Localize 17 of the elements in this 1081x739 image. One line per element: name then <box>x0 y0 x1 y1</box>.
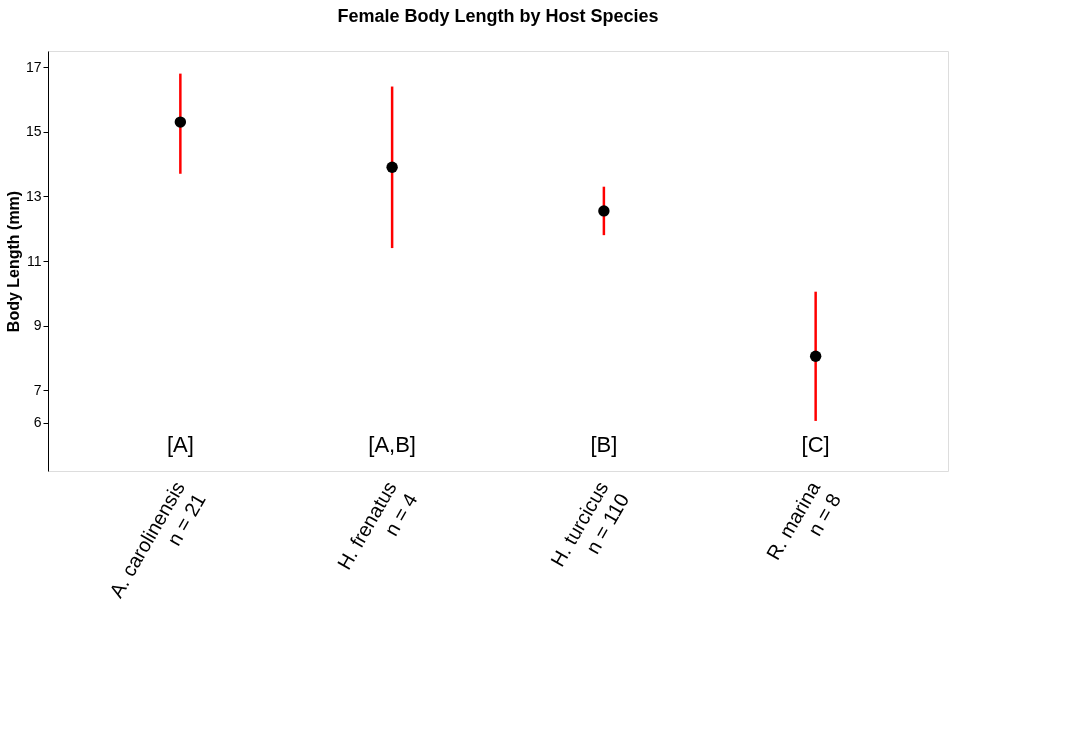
y-tick-label: 9 <box>33 317 42 334</box>
y-tick-label: 13 <box>25 187 42 204</box>
y-tick-label: 6 <box>33 414 42 431</box>
y-tick-label: 11 <box>26 252 42 269</box>
annotation: [C] <box>801 432 830 457</box>
chart-title: Female Body Length by Host Species <box>337 6 659 26</box>
point <box>809 350 822 362</box>
y-tick-label: 17 <box>25 58 42 75</box>
annotation: [A] <box>166 432 194 457</box>
point <box>598 205 610 217</box>
y-axis-title: Body Length (mm) <box>4 190 22 333</box>
point <box>386 161 398 173</box>
y-tick-label: 15 <box>25 123 42 140</box>
annotation: [A,B] <box>368 432 416 457</box>
point <box>174 116 187 128</box>
annotation: [B] <box>590 432 618 457</box>
y-tick-label: 7 <box>33 381 42 398</box>
